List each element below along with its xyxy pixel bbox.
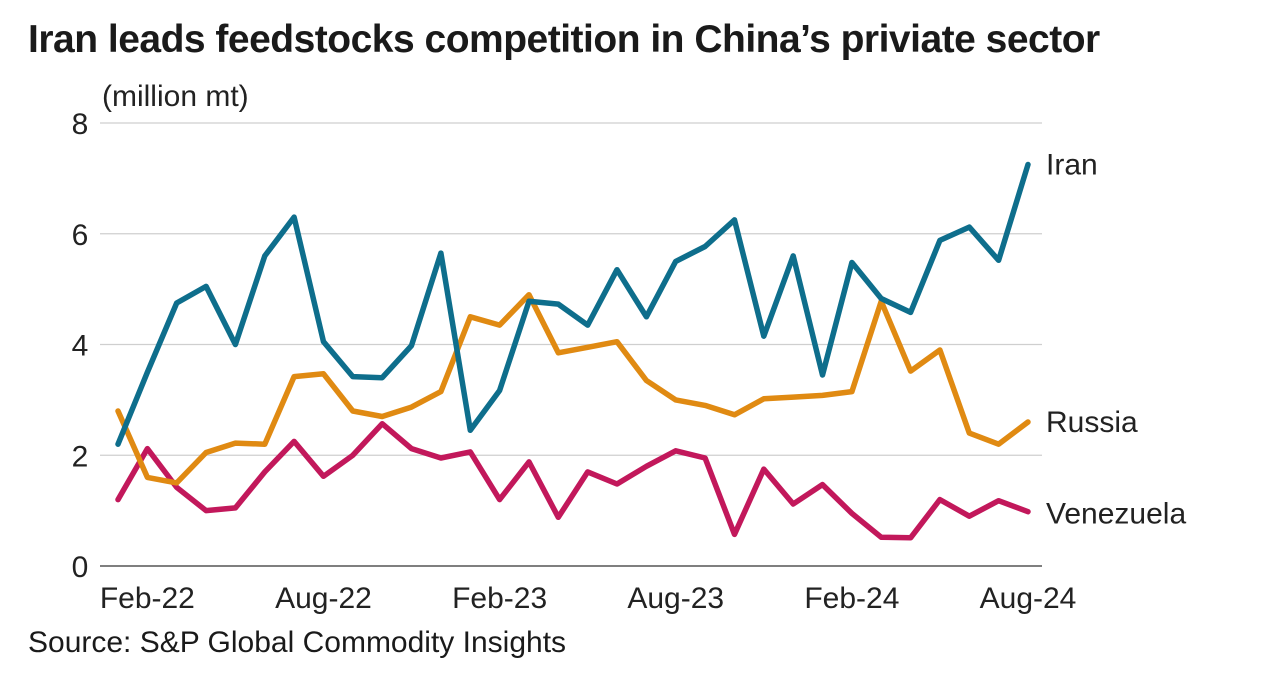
y-tick-label: 8 — [72, 108, 89, 141]
series-line-iran — [115, 161, 1031, 447]
y-tick-label: 6 — [72, 219, 89, 252]
y-tick-label: 4 — [72, 330, 89, 363]
series-labels: Iran Russia Venezuela — [1046, 149, 1186, 531]
y-axis-label: (million mt) — [102, 80, 249, 113]
series-label-venezuela: Venezuela — [1046, 498, 1186, 531]
y-tick-labels: 0 2 4 6 8 — [72, 108, 89, 584]
y-tick-label: 2 — [72, 440, 89, 473]
x-tick-label: Aug-22 — [275, 582, 372, 615]
x-tick-label: Aug-24 — [980, 582, 1077, 615]
series-label-russia: Russia — [1046, 406, 1138, 439]
x-tick-label: Feb-23 — [452, 582, 547, 615]
chart-title: Iran leads feedstocks competition in Chi… — [28, 18, 1100, 61]
y-tick-label: 0 — [72, 551, 89, 584]
series-line-russia — [115, 291, 1031, 486]
series-label-iran: Iran — [1046, 149, 1098, 182]
source-note: Source: S&P Global Commodity Insights — [28, 626, 567, 659]
x-tick-label: Aug-23 — [627, 582, 724, 615]
gridlines — [100, 122, 1042, 567]
x-tick-label: Feb-24 — [804, 582, 899, 615]
x-tick-label: Feb-22 — [100, 582, 195, 615]
x-tick-labels: Feb-22 Aug-22 Feb-23 Aug-23 Feb-24 Aug-24 — [100, 582, 1077, 615]
series-lines — [115, 161, 1031, 541]
series-line-venezuela — [115, 420, 1031, 541]
